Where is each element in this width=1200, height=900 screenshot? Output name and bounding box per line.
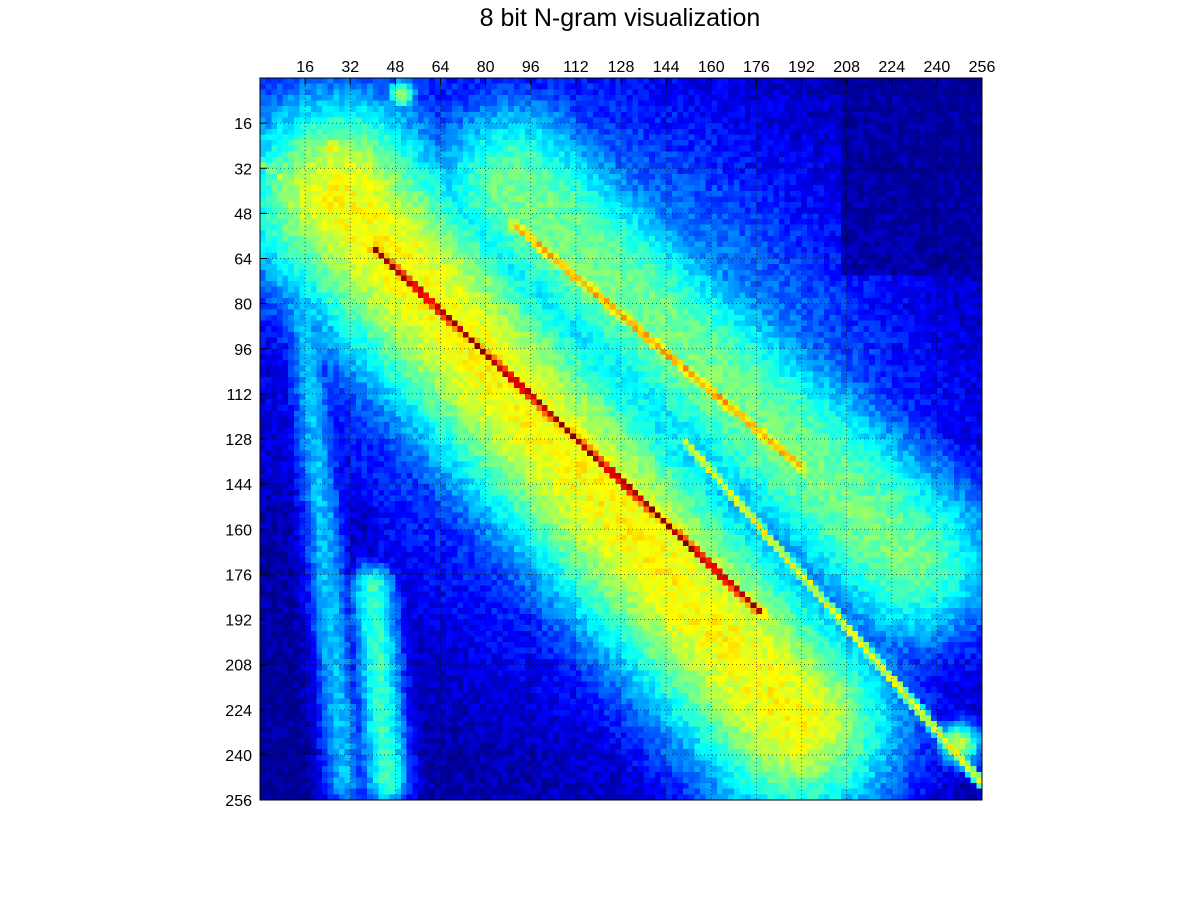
y-tick-label: 160 <box>225 522 252 539</box>
x-tick-label: 32 <box>341 59 359 76</box>
y-tick-label: 240 <box>225 748 252 765</box>
y-tick-labels: 16 32 48 64 80 96 112 128 144 160 176 192 208 224 240 2… <box>225 116 252 810</box>
x-tick-labels: 16 32 48 64 80 96 112 128 144 160 176 192 208 224 240 2… <box>296 59 995 76</box>
x-tick-label: 112 <box>563 59 589 76</box>
x-tick-label: 80 <box>477 59 495 76</box>
y-tick-label: 224 <box>225 703 252 720</box>
x-tick-label: 128 <box>608 59 635 76</box>
y-tick-label: 16 <box>234 116 252 133</box>
y-tick-label: 80 <box>234 297 252 314</box>
y-tick-label: 112 <box>226 387 252 404</box>
y-tick-label: 32 <box>234 161 252 178</box>
x-tick-label: 224 <box>878 59 905 76</box>
x-tick-label: 64 <box>432 59 450 76</box>
y-tick-label: 208 <box>225 658 252 675</box>
x-tick-label: 256 <box>969 59 996 76</box>
chart-title: 8 bit N-gram visualization <box>479 4 761 32</box>
y-tick-label: 96 <box>234 342 252 359</box>
y-tick-label: 176 <box>225 567 252 584</box>
x-tick-label: 144 <box>653 59 680 76</box>
x-tick-label: 208 <box>833 59 860 76</box>
y-tick-label: 64 <box>234 252 252 269</box>
y-tick-label: 48 <box>234 206 252 223</box>
x-tick-label: 48 <box>386 59 404 76</box>
y-tick-label: 128 <box>225 432 252 449</box>
x-tick-label: 96 <box>522 59 540 76</box>
y-tick-label: 256 <box>225 793 252 810</box>
grid-lines <box>260 78 982 800</box>
y-tick-label: 192 <box>225 613 252 630</box>
x-tick-label: 192 <box>788 59 815 76</box>
y-tick-label: 144 <box>225 477 252 494</box>
x-tick-label: 16 <box>296 59 314 76</box>
tick-marks <box>260 78 983 801</box>
x-tick-label: 160 <box>698 59 725 76</box>
x-tick-label: 176 <box>743 59 770 76</box>
x-tick-label: 240 <box>924 59 951 76</box>
